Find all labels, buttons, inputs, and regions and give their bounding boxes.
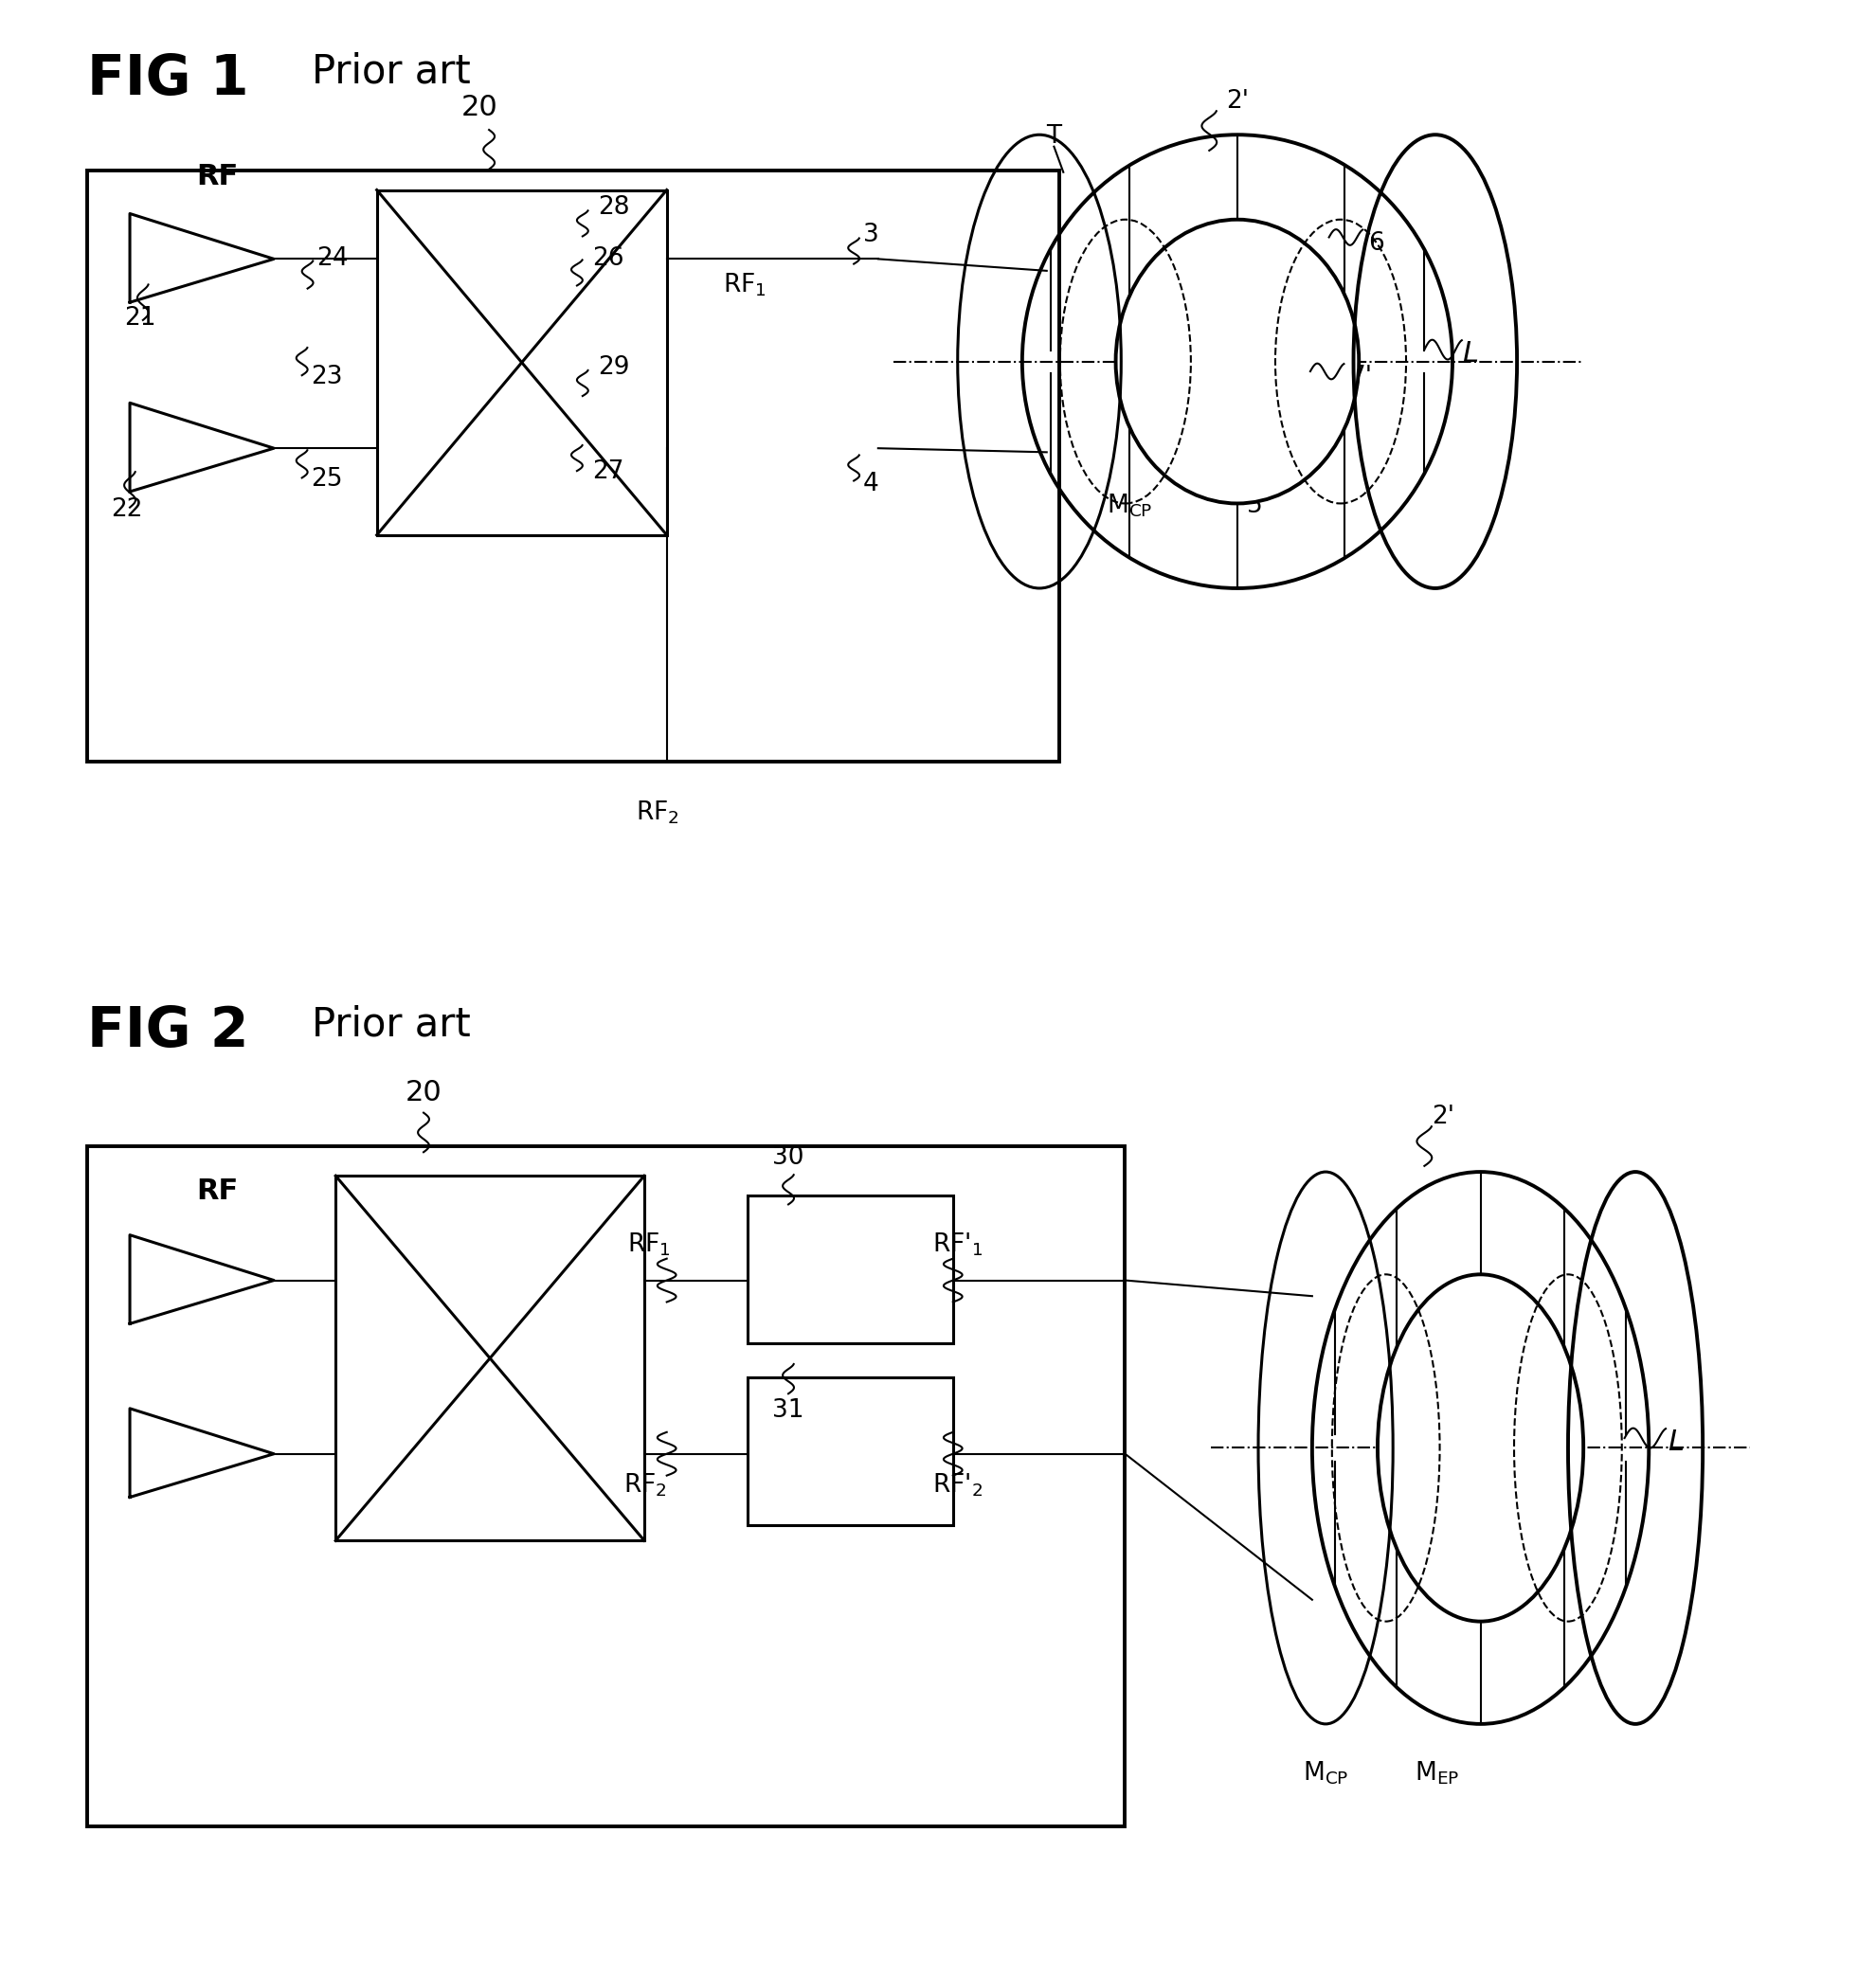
Ellipse shape — [1377, 1275, 1583, 1621]
Text: FIG 2: FIG 2 — [86, 1004, 248, 1058]
Text: 3: 3 — [863, 223, 880, 247]
Text: RF$_2$: RF$_2$ — [623, 1473, 666, 1499]
Text: 23: 23 — [311, 366, 343, 389]
Text: Prior art: Prior art — [311, 51, 471, 91]
Text: 31: 31 — [773, 1398, 805, 1423]
Text: 20: 20 — [405, 1079, 443, 1107]
Text: Prior art: Prior art — [311, 1004, 471, 1044]
Polygon shape — [129, 1236, 274, 1325]
Text: 5: 5 — [1248, 492, 1263, 518]
Text: T: T — [1047, 125, 1062, 148]
Text: 2': 2' — [1431, 1105, 1454, 1129]
Ellipse shape — [1116, 219, 1358, 504]
Bar — [377, 190, 666, 536]
Text: RF: RF — [197, 162, 238, 190]
Text: RF: RF — [197, 1178, 238, 1206]
Polygon shape — [129, 403, 274, 492]
Bar — [747, 1196, 953, 1344]
Text: 30: 30 — [773, 1145, 805, 1170]
Text: 27: 27 — [593, 459, 623, 484]
Text: L: L — [1461, 340, 1478, 368]
Bar — [747, 1376, 953, 1524]
Text: 24: 24 — [317, 247, 349, 271]
Text: 6: 6 — [1368, 231, 1384, 255]
Text: 21: 21 — [124, 306, 156, 330]
Bar — [336, 1176, 643, 1540]
Text: RF'$_2$: RF'$_2$ — [932, 1473, 983, 1499]
Polygon shape — [129, 1408, 274, 1497]
Text: 26: 26 — [593, 247, 623, 271]
Text: RF$_1$: RF$_1$ — [722, 271, 765, 299]
Text: 2': 2' — [1225, 89, 1249, 113]
Text: 29: 29 — [598, 356, 628, 380]
Text: RF$_1$: RF$_1$ — [627, 1232, 670, 1257]
Text: 25: 25 — [311, 467, 343, 492]
Bar — [86, 170, 1060, 761]
Text: 4: 4 — [863, 471, 880, 496]
Text: L: L — [1668, 1427, 1683, 1455]
Text: M$_\mathrm{CP}$: M$_\mathrm{CP}$ — [1302, 1760, 1349, 1787]
Bar — [86, 1147, 1126, 1827]
Text: FIG 1: FIG 1 — [86, 51, 248, 107]
Text: 28: 28 — [598, 196, 628, 219]
Text: M$_\mathrm{EP}$: M$_\mathrm{EP}$ — [1415, 1760, 1460, 1787]
Polygon shape — [129, 214, 274, 302]
Text: M$_\mathrm{CP}$: M$_\mathrm{CP}$ — [1107, 492, 1152, 518]
Text: RF'$_1$: RF'$_1$ — [932, 1232, 983, 1257]
Text: 7': 7' — [1349, 366, 1373, 389]
Text: 22: 22 — [111, 496, 143, 522]
Text: RF$_2$: RF$_2$ — [636, 799, 679, 826]
Text: 20: 20 — [461, 93, 497, 121]
